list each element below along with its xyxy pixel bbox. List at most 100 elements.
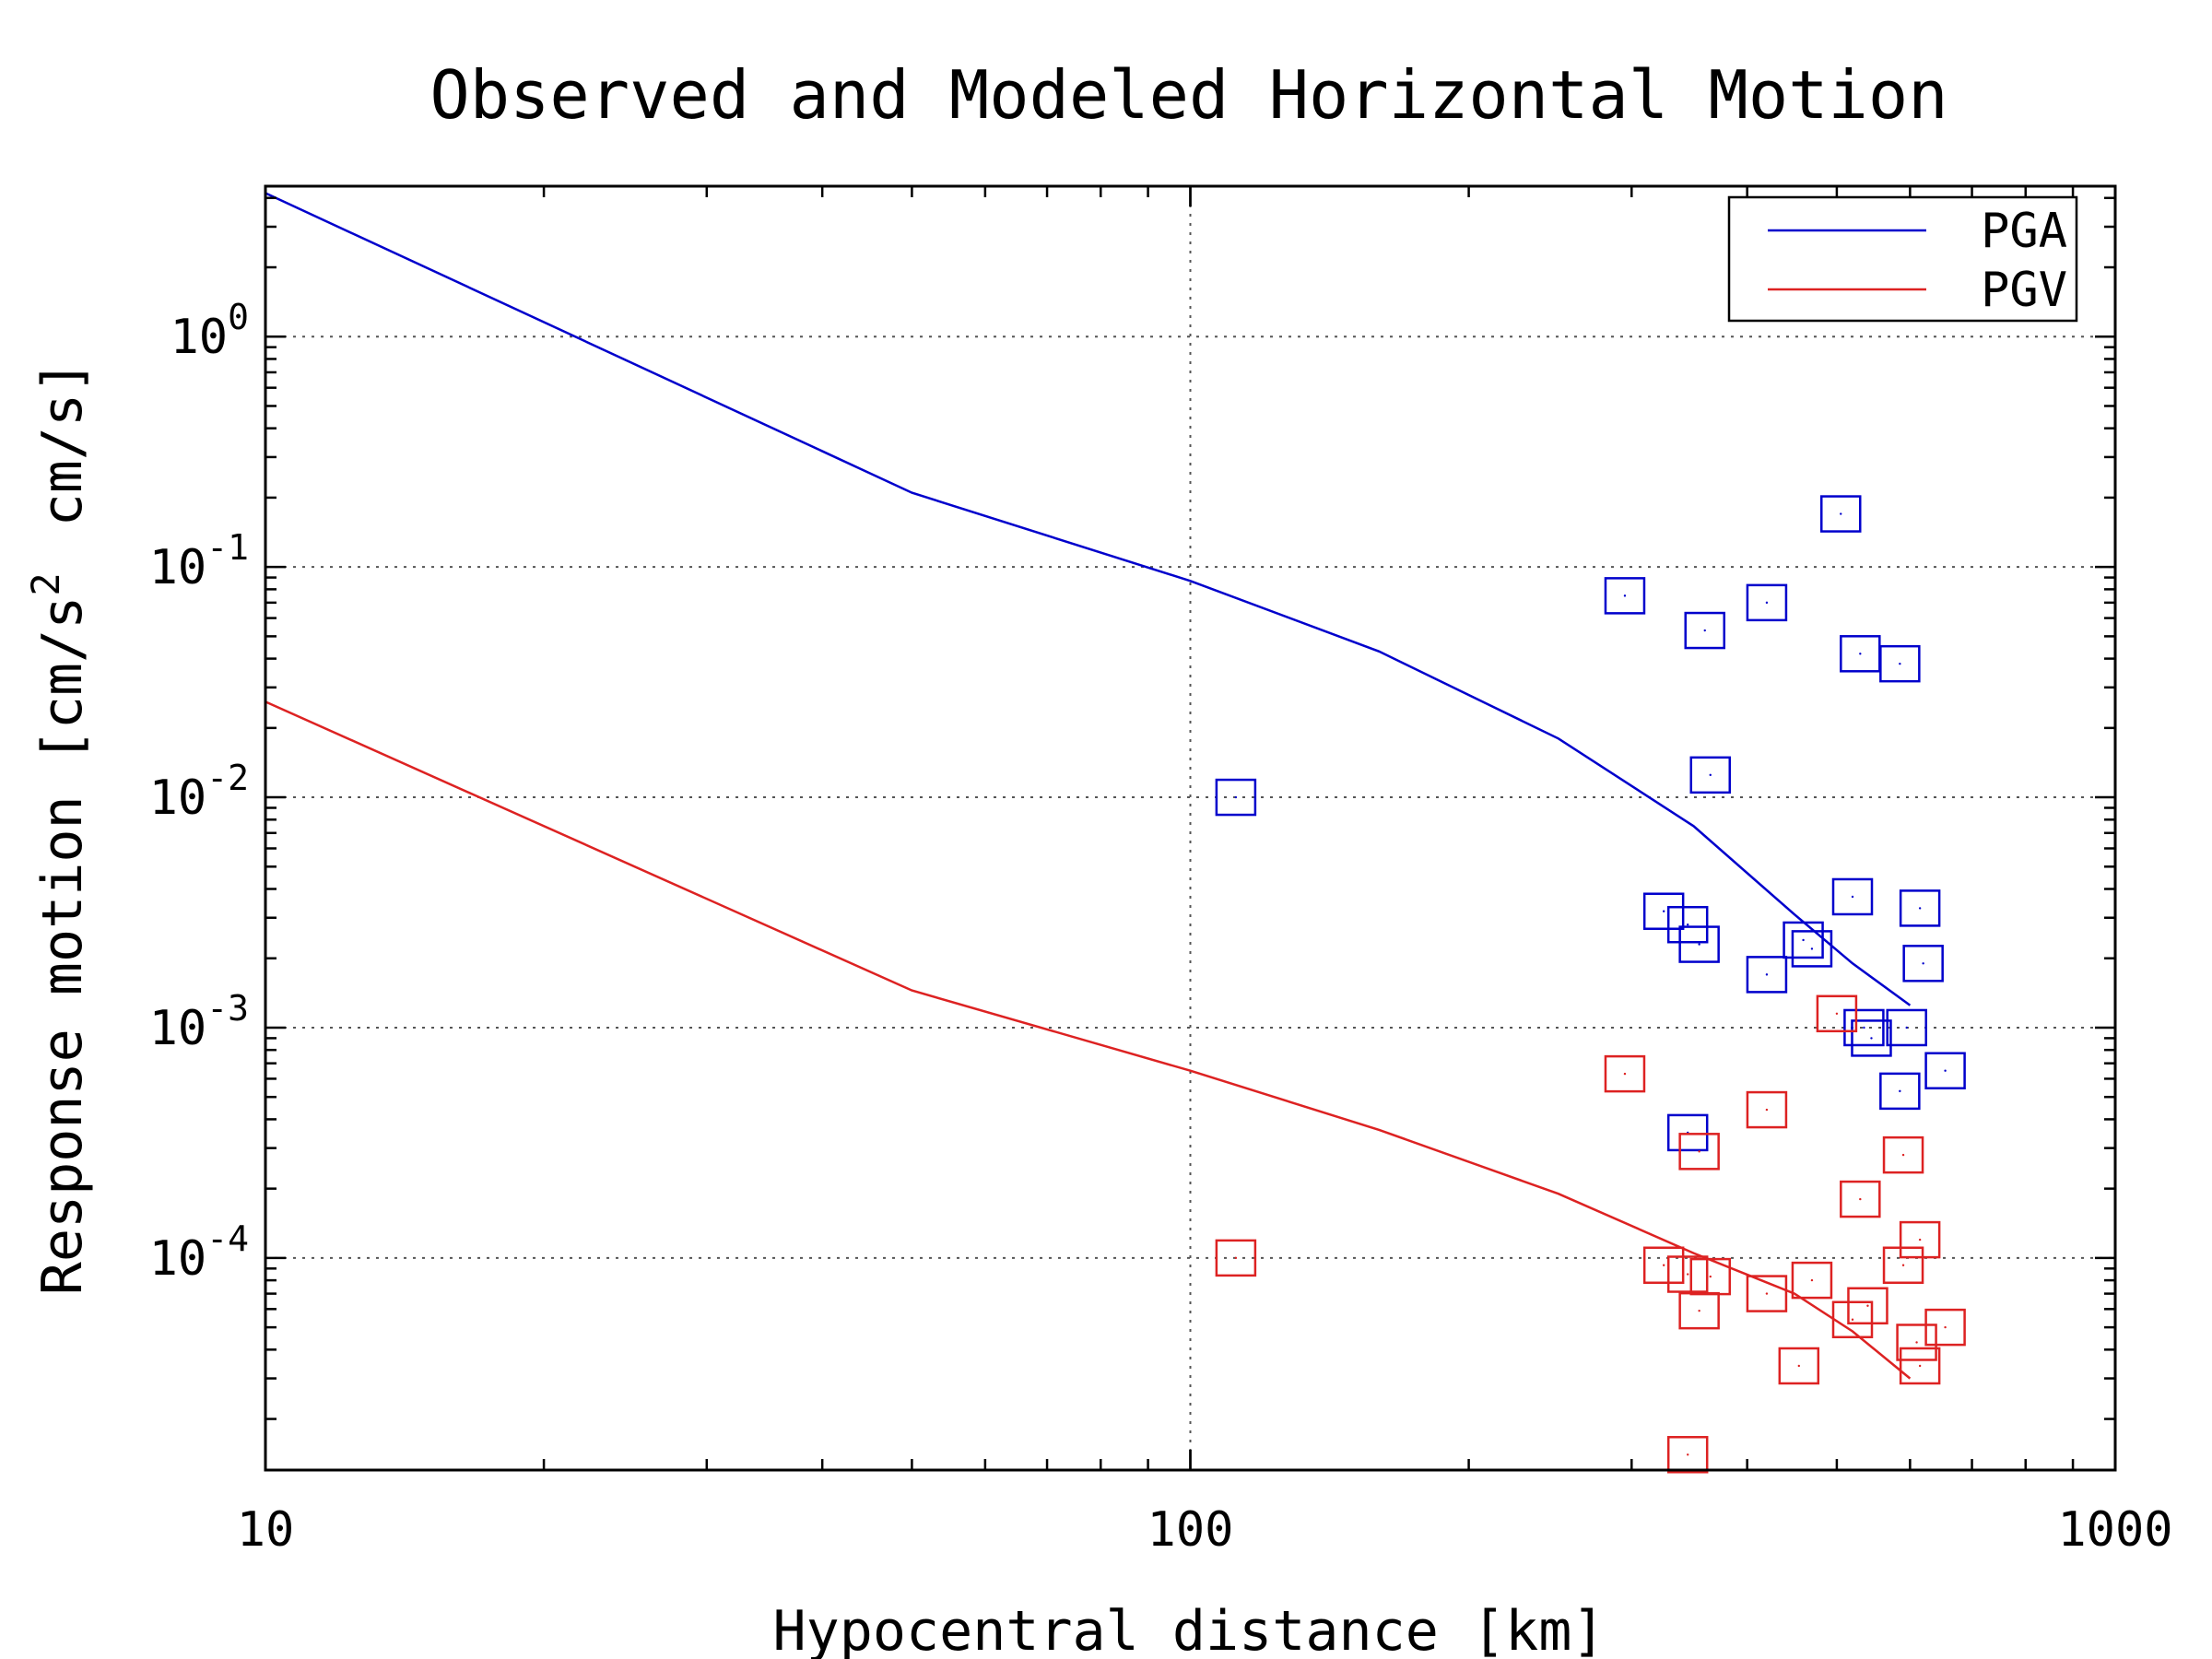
data-point-pga [1879,1072,1921,1111]
data-point-center [1859,1197,1862,1201]
data-point-pgv [1678,1133,1720,1171]
data-point-pgv [1882,1246,1924,1285]
data-point-center [1901,1153,1905,1157]
data-point-pgv [1899,1220,1941,1259]
data-point-pga [1902,945,1944,982]
data-point-center [1944,1325,1947,1329]
data-point-center [1234,1256,1238,1260]
data-point-center [1859,653,1862,655]
data-point-pgv [1816,994,1858,1033]
data-point-pga [1666,1113,1709,1152]
data-point-center [1802,938,1805,942]
data-point-pgv [1831,1300,1874,1339]
data-point-center [1905,1026,1908,1030]
x-tick-label: 1000 [2057,1502,2172,1558]
chart-title: Observed and Modeled Horizontal Motion [429,56,1947,134]
y-axis-label-exponent: 2 [23,572,68,595]
data-point-center [1918,1364,1922,1368]
data-point-pga [1899,889,1941,927]
data-point-pgv [1899,1347,1941,1385]
data-point-pga [1642,892,1685,930]
data-point-pga [1924,1052,1966,1089]
data-point-center [1840,512,1842,515]
data-point-pga [1791,930,1833,968]
x-axis-label: Hypocentral distance [km] [772,1599,1605,1659]
data-point-pga [1851,1019,1892,1057]
data-point-pga [1746,956,1788,994]
data-point-center [1698,1309,1700,1312]
data-points [1215,495,1966,1474]
data-point-center [1765,601,1769,605]
data-point-center [1765,973,1769,976]
data-point-pga [1843,1008,1885,1047]
y-tick-base: 10 [149,540,207,595]
data-point-pgv [1604,1054,1646,1093]
data-point-pga [1746,583,1788,622]
y-tick-label: 10-4 [149,1218,249,1287]
y-tick-label: 10-2 [149,758,249,826]
data-point-pgv [1791,1261,1833,1300]
data-point-center [1899,662,1901,665]
data-point-pgv [1924,1308,1966,1347]
data-point-center [1623,594,1627,597]
y-tick-exponent: -2 [206,758,249,798]
data-point-center [1901,1264,1905,1266]
x-tick-label: 100 [1147,1502,1234,1558]
data-point-center [1709,773,1712,777]
data-point-pgv [1896,1324,1937,1361]
y-tick-base: 10 [149,1231,207,1287]
data-point-pgv [1840,1180,1881,1218]
y-tick-exponent: -4 [206,1218,249,1259]
legend-label-pgv: PGV [1981,263,2067,318]
series-line-pga [265,192,1912,1006]
data-point-pga [1689,756,1732,794]
data-point-center [1863,1026,1865,1030]
data-point-center [1851,1318,1854,1321]
series-line-pgv [265,700,1912,1380]
data-point-pga [1215,778,1257,817]
data-point-center [1709,1275,1712,1278]
legend-box [1727,195,2078,323]
data-point-center [1687,924,1689,926]
data-point-pgv [1882,1135,1924,1174]
y-tick-exponent: 0 [228,297,249,337]
y-tick-base: 10 [149,771,207,826]
data-point-pga [1604,577,1646,615]
data-point-pgv [1666,1255,1709,1293]
data-point-center [1851,895,1854,899]
data-point-center [1698,1150,1700,1153]
plot-frame [264,184,2117,1472]
data-point-center [1899,1089,1901,1093]
data-point-pga [1831,877,1874,916]
y-tick-exponent: -3 [206,988,249,1029]
data-point-center [1662,1264,1665,1266]
data-point-center [1623,1072,1627,1076]
data-point-center [1922,962,1924,965]
data-point-pga [1879,644,1921,683]
data-point-center [1797,1364,1801,1368]
data-point-center [1698,943,1700,946]
series-lines [265,192,1912,1380]
data-point-center [1765,1108,1769,1112]
data-point-center [1765,1292,1769,1295]
data-point-pga [1783,921,1824,959]
data-point-center [1662,910,1665,912]
data-point-center [1866,1304,1869,1307]
data-point-center [1918,907,1922,910]
data-point-pgv [1215,1239,1257,1277]
data-point-center [1687,1273,1689,1276]
data-point-center [1810,947,1814,950]
y-tick-label: 10-1 [149,527,249,595]
data-point-pgv [1666,1436,1709,1474]
y-tick-base: 10 [170,310,228,365]
data-point-pga [1820,495,1862,533]
data-point-center [1944,1069,1947,1072]
data-point-center [1870,1037,1873,1040]
y-tick-base: 10 [149,1001,207,1056]
data-point-center [1918,1238,1922,1241]
data-point-center [1810,1278,1814,1282]
y-axis-label: Response motion [cm/s2 cm/s] [23,360,96,1296]
